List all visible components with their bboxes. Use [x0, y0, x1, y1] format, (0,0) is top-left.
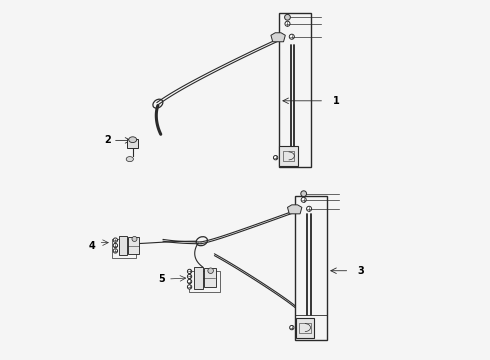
- Bar: [120, 236, 127, 256]
- Bar: [128, 237, 139, 254]
- Bar: [127, 139, 138, 148]
- Bar: [112, 239, 136, 258]
- Circle shape: [113, 243, 118, 248]
- Text: 1: 1: [333, 96, 339, 106]
- Polygon shape: [288, 205, 302, 214]
- Circle shape: [307, 206, 312, 211]
- Circle shape: [285, 21, 290, 26]
- Circle shape: [113, 238, 118, 242]
- Bar: [295, 318, 314, 338]
- Circle shape: [289, 34, 294, 39]
- Bar: [279, 146, 298, 166]
- Circle shape: [187, 285, 192, 289]
- Circle shape: [301, 197, 306, 202]
- Circle shape: [290, 325, 294, 330]
- Polygon shape: [271, 33, 285, 42]
- Bar: [295, 196, 327, 340]
- Text: 2: 2: [104, 135, 111, 145]
- Circle shape: [113, 249, 118, 253]
- Bar: [204, 269, 216, 287]
- Circle shape: [187, 274, 192, 279]
- Circle shape: [301, 191, 307, 197]
- Circle shape: [187, 269, 192, 274]
- Circle shape: [208, 268, 213, 274]
- Bar: [283, 151, 294, 161]
- Circle shape: [285, 14, 291, 20]
- Circle shape: [132, 237, 137, 242]
- Bar: [279, 13, 311, 167]
- Bar: [194, 267, 203, 289]
- Text: 3: 3: [358, 266, 365, 276]
- Bar: [189, 271, 220, 292]
- Text: 4: 4: [89, 240, 96, 251]
- Text: 5: 5: [158, 274, 165, 284]
- Ellipse shape: [126, 157, 133, 162]
- Circle shape: [187, 279, 192, 284]
- Circle shape: [273, 156, 278, 160]
- Ellipse shape: [129, 137, 137, 143]
- Bar: [299, 323, 311, 333]
